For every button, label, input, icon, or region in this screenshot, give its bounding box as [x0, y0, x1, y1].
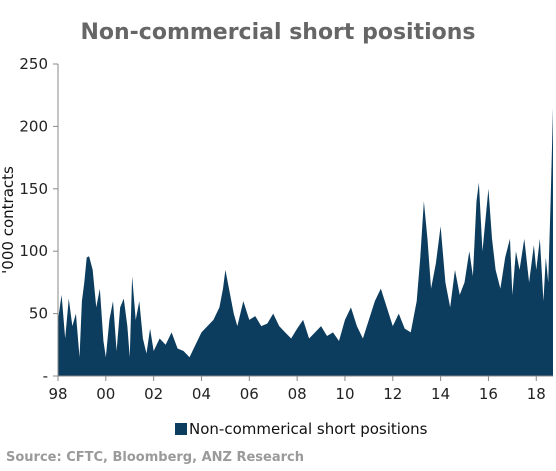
x-tick-label: 18 [527, 385, 546, 403]
x-tick-label: 14 [431, 385, 450, 403]
series-area-0 [58, 107, 553, 377]
y-tick-label: 50 [29, 305, 48, 323]
y-tick-label: 150 [19, 180, 48, 198]
source-note: Source: CFTC, Bloomberg, ANZ Research [6, 450, 304, 465]
x-tick-label: 12 [383, 385, 402, 403]
x-tick-label: 04 [192, 385, 211, 403]
y-tick-label: 100 [19, 242, 48, 260]
legend-swatch [175, 423, 187, 435]
y-tick-label: 200 [19, 117, 48, 135]
y-tick-label: - [43, 367, 48, 385]
x-tick-label: 08 [288, 385, 307, 403]
legend-label: Non-commerical short positions [189, 420, 428, 438]
x-tick-label: 00 [96, 385, 115, 403]
x-tick-label: 02 [144, 385, 163, 403]
y-tick-label: 250 [19, 55, 48, 73]
x-tick-label: 10 [335, 385, 354, 403]
x-tick-label: 16 [479, 385, 498, 403]
x-tick-label: 98 [48, 385, 67, 403]
y-axis-label: '000 contracts [0, 166, 17, 274]
x-tick-label: 06 [240, 385, 259, 403]
chart-title: Non-commercial short positions [80, 20, 476, 45]
legend: Non-commerical short positions [175, 420, 428, 438]
